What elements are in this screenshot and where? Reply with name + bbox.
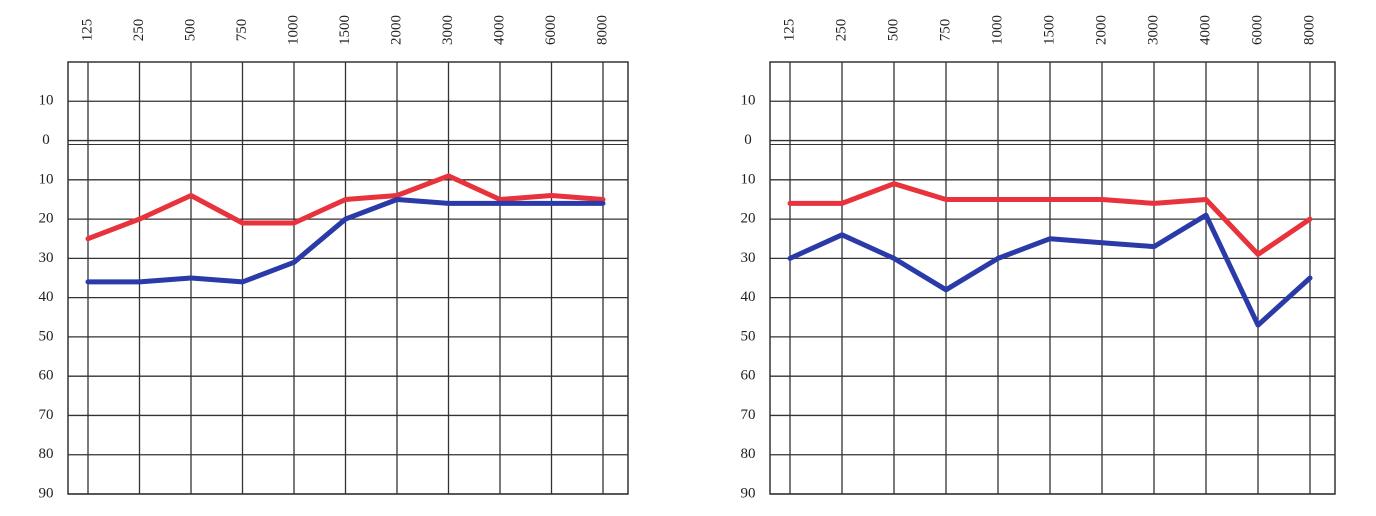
y-tick-label: 40 [741, 289, 756, 305]
y-tick-label: 10 [39, 93, 54, 109]
hearing-line [787, 181, 1313, 257]
y-tick-label: 50 [741, 328, 756, 344]
x-tick-label: 4000 [491, 15, 507, 45]
y-tick-label: 30 [741, 250, 756, 266]
x-tick-label: 250 [131, 19, 147, 42]
x-tick-label: 3000 [440, 15, 456, 45]
x-tick-label: 1500 [337, 15, 353, 45]
x-tick-label: 125 [781, 19, 797, 42]
y-tick-label: 90 [741, 485, 756, 501]
x-tick-label: 750 [234, 19, 250, 42]
y-tick-label: 0 [42, 132, 50, 148]
y-tick-label: 80 [39, 446, 54, 462]
y-tick-label: 30 [39, 250, 54, 266]
x-tick-label: 2000 [388, 15, 404, 45]
x-tick-label: 1000 [285, 15, 301, 45]
x-tick-label: 6000 [543, 15, 559, 45]
hearing-line [787, 212, 1313, 328]
y-tick-label: 10 [39, 171, 54, 187]
y-tick-label: 20 [741, 211, 756, 227]
x-tick-label: 750 [937, 19, 953, 42]
x-tick-label: 8000 [594, 15, 610, 45]
x-tick-label: 4000 [1197, 15, 1213, 45]
x-tick-label: 250 [833, 19, 849, 42]
y-tick-label: 20 [39, 211, 54, 227]
x-tick-label: 500 [182, 19, 198, 42]
x-tick-label: 8000 [1301, 15, 1317, 45]
x-tick-label: 1000 [989, 15, 1005, 45]
hearing-line [85, 173, 606, 242]
x-tick-label: 6000 [1249, 15, 1265, 45]
x-tick-label: 2000 [1093, 15, 1109, 45]
x-tick-label: 125 [79, 19, 95, 42]
y-tick-label: 60 [39, 368, 54, 384]
y-tick-label: 70 [39, 407, 54, 423]
x-tick-label: 1500 [1041, 15, 1057, 45]
y-tick-label: 10 [741, 93, 756, 109]
hearing-line [85, 197, 606, 285]
y-tick-label: 50 [39, 328, 54, 344]
y-tick-label: 60 [741, 368, 756, 384]
y-tick-label: 0 [744, 132, 752, 148]
y-tick-label: 80 [741, 446, 756, 462]
plot-frame [769, 61, 1336, 495]
y-tick-label: 90 [39, 485, 54, 501]
x-tick-label: 500 [885, 19, 901, 42]
y-tick-label: 70 [741, 407, 756, 423]
plot-frame [67, 61, 629, 495]
y-tick-label: 10 [741, 171, 756, 187]
y-tick-label: 40 [39, 289, 54, 305]
x-tick-label: 3000 [1145, 15, 1161, 45]
